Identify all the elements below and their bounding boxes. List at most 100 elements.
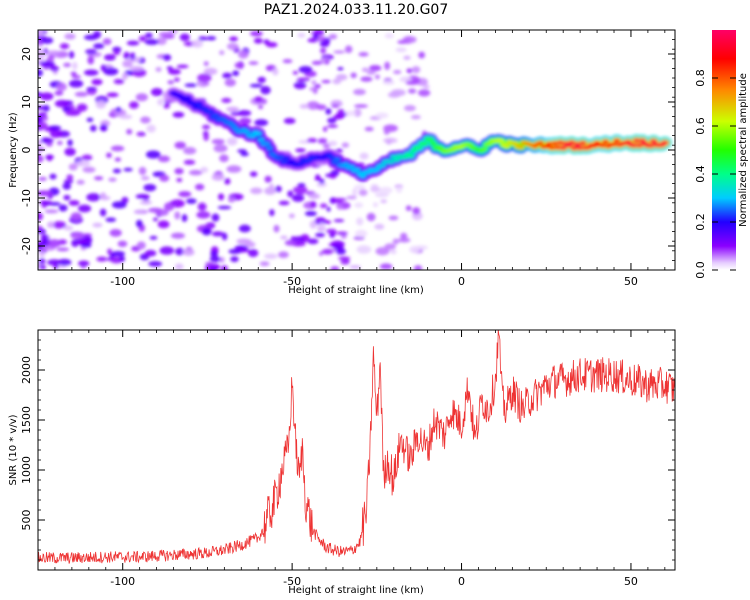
colorbar-ticks: 0.0 0.2 0.4 0.6 0.8 [694, 69, 736, 279]
heatmap-noise-blob [227, 196, 236, 203]
heatmap-noise-blob [332, 78, 342, 85]
heatmap-noise-blob [89, 124, 97, 132]
heatmap-noise-blob [383, 128, 390, 135]
heatmap-ridge-core [232, 126, 240, 131]
heatmap-ridge-core [305, 158, 313, 163]
heatmap-ridge-core [407, 153, 415, 158]
heatmap-noise-blob [164, 202, 175, 211]
heatmap-noise-blob [248, 61, 259, 65]
heatmap-noise-blob [403, 55, 411, 60]
snr-y-tick-label: 1000 [20, 456, 33, 484]
heatmap-noise-blob [198, 36, 208, 41]
heatmap-noise-blob [68, 200, 80, 206]
heatmap-noise-blob [238, 224, 251, 233]
heatmap-noise-blob [93, 176, 104, 181]
heatmap-noise-blob [201, 227, 212, 236]
heatmap-noise-blob [291, 194, 305, 202]
snr-axes: -100 -50 0 50 500 1000 1500 2000 [20, 329, 675, 588]
spectrogram-y-tick-label: 10 [20, 95, 33, 109]
heatmap-noise-blob [68, 51, 75, 59]
heatmap-noise-blob [331, 104, 340, 108]
spectrogram-x-tick-label: -50 [283, 275, 301, 288]
heatmap-noise-blob [384, 61, 391, 71]
heatmap-noise-blob [183, 147, 197, 155]
colorbar-bar [712, 30, 736, 270]
heatmap-noise-blob [217, 205, 232, 210]
heatmap-noise-blob [369, 64, 382, 72]
snr-panel: -100 -50 0 50 500 1000 1500 2000 Height of stra… [8, 329, 676, 596]
heatmap-noise-blob [68, 79, 84, 88]
heatmap-noise-blob [126, 40, 140, 46]
heatmap-noise-blob [399, 76, 412, 83]
heatmap-noise-blob [118, 255, 126, 262]
heatmap-noise-blob [175, 247, 185, 256]
heatmap-noise-blob [375, 247, 390, 256]
heatmap-noise-blob [249, 171, 258, 177]
heatmap-ridge-core [650, 139, 658, 144]
heatmap-noise-blob [112, 46, 122, 53]
heatmap-noise-blob [176, 177, 183, 183]
spectrogram-y-label: Frequency (Hz) [8, 112, 19, 188]
heatmap-noise-blob [203, 67, 218, 76]
heatmap-ridge-core [342, 162, 350, 167]
heatmap-noise-blob [217, 193, 225, 201]
heatmap-noise-blob [102, 38, 112, 46]
heatmap-noise-blob [77, 260, 90, 267]
heatmap-noise-blob [56, 82, 67, 92]
heatmap-noise-blob [238, 50, 249, 59]
heatmap-noise-blob [406, 68, 413, 74]
heatmap-noise-blob [335, 74, 348, 81]
heatmap-noise-blob [333, 219, 345, 223]
heatmap-noise-blob [211, 231, 224, 237]
heatmap-noise-blob [145, 150, 161, 159]
heatmap-noise-blob [169, 200, 179, 205]
heatmap-noise-blob [135, 219, 143, 228]
snr-x-tick-label: -100 [110, 575, 135, 588]
heatmap-noise-blob [135, 93, 148, 102]
heatmap-noise-blob [148, 261, 163, 267]
heatmap-noise-blob [49, 129, 63, 138]
heatmap-noise-blob [57, 258, 72, 266]
heatmap-noise-blob [213, 144, 228, 153]
heatmap-noise-blob [183, 159, 196, 165]
snr-x-tick-label: 50 [624, 575, 638, 588]
heatmap-noise-blob [224, 178, 231, 185]
snr-x-tick-label: 0 [458, 575, 465, 588]
heatmap-noise-blob [123, 51, 130, 60]
heatmap-noise-blob [105, 217, 117, 223]
heatmap-ridge-core [602, 139, 610, 144]
heatmap-noise-blob [38, 147, 46, 152]
heatmap-ridge-core [635, 143, 643, 148]
heatmap-noise-blob [247, 249, 259, 258]
heatmap-noise-blob [38, 176, 47, 182]
heatmap-noise-blob [203, 132, 210, 142]
heatmap-ridge-core [387, 159, 395, 164]
heatmap-noise-blob [315, 232, 326, 238]
heatmap-noise-blob [273, 224, 280, 233]
snr-y-label: SNR (10 * v/v) [8, 414, 19, 485]
heatmap-noise-blob [62, 182, 72, 190]
heatmap-noise-blob [360, 76, 373, 82]
heatmap-noise-blob [306, 138, 318, 143]
heatmap-noise-blob [163, 103, 171, 109]
heatmap-noise-blob [219, 50, 225, 56]
heatmap-noise-blob [372, 202, 379, 208]
heatmap-noise-blob [191, 39, 204, 48]
heatmap-noise-blob [292, 70, 299, 75]
heatmap-noise-blob [364, 126, 374, 132]
heatmap-noise-blob [224, 78, 236, 87]
heatmap-noise-blob [349, 265, 362, 270]
heatmap-noise-blob [186, 198, 197, 204]
heatmap-noise-blob [265, 42, 278, 48]
heatmap-ridge-core [517, 145, 525, 150]
heatmap-noise-blob [138, 35, 147, 42]
snr-x-label: Height of straight line (km) [288, 585, 424, 596]
spectrogram-x-tick-label: 0 [458, 275, 465, 288]
heatmap-ridge-core [570, 146, 578, 151]
heatmap-noise-blob [234, 244, 249, 252]
snr-y-tick-label: 500 [20, 510, 33, 531]
heatmap-noise-blob [38, 258, 46, 265]
heatmap-noise-blob [76, 179, 85, 185]
heatmap-noise-blob [309, 220, 317, 229]
heatmap-noise-blob [128, 101, 139, 109]
